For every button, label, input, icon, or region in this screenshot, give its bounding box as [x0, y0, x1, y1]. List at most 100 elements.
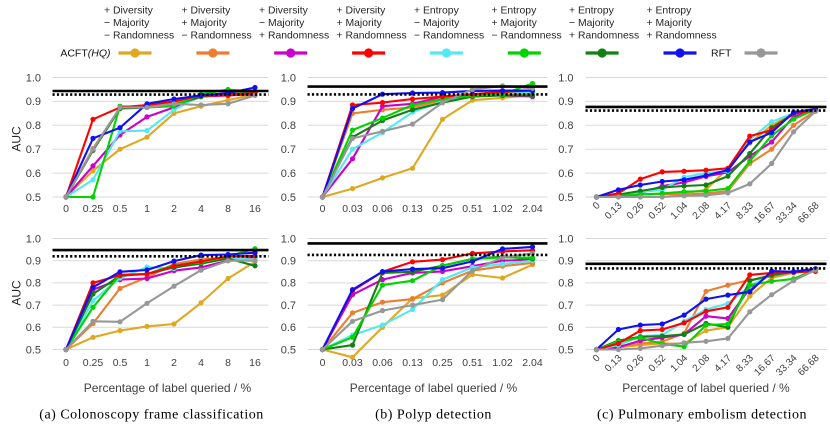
svg-text:− Randomness: − Randomness: [414, 31, 484, 42]
svg-text:0.9: 0.9: [281, 96, 296, 108]
svg-text:0.7: 0.7: [281, 144, 296, 156]
svg-text:− Majority: − Majority: [259, 18, 305, 29]
svg-text:+ Majority: + Majority: [182, 18, 228, 29]
svg-text:0.5: 0.5: [26, 344, 41, 356]
svg-text:0.7: 0.7: [558, 300, 573, 312]
svg-text:0.5: 0.5: [558, 192, 573, 204]
svg-text:1.02: 1.02: [492, 357, 513, 369]
svg-text:− Majority: − Majority: [104, 18, 150, 29]
svg-text:− Randomness: − Randomness: [492, 31, 562, 42]
svg-text:1: 1: [144, 203, 150, 215]
svg-text:8: 8: [225, 203, 231, 215]
svg-text:2.04: 2.04: [522, 357, 543, 369]
svg-text:0.25: 0.25: [432, 203, 453, 215]
svg-text:− Randomness: − Randomness: [104, 31, 174, 42]
svg-text:1.0: 1.0: [26, 72, 41, 84]
svg-text:ACFT(HQ): ACFT(HQ): [60, 48, 110, 60]
svg-text:0.9: 0.9: [281, 256, 296, 268]
svg-text:0.7: 0.7: [26, 144, 41, 156]
svg-text:+ Diversity: + Diversity: [259, 6, 309, 17]
svg-text:1.0: 1.0: [558, 233, 573, 245]
svg-text:0.5: 0.5: [26, 192, 41, 204]
svg-text:0: 0: [320, 203, 326, 215]
svg-text:− Randomness: − Randomness: [182, 31, 252, 42]
svg-text:RFT: RFT: [711, 48, 732, 60]
svg-text:0.9: 0.9: [558, 96, 573, 108]
svg-text:0.25: 0.25: [83, 203, 104, 215]
svg-text:0.7: 0.7: [558, 144, 573, 156]
svg-text:2: 2: [171, 357, 177, 369]
svg-text:+ Diversity: + Diversity: [337, 6, 387, 17]
svg-text:0.8: 0.8: [558, 278, 573, 290]
svg-text:0.8: 0.8: [26, 278, 41, 290]
svg-text:0.25: 0.25: [83, 357, 104, 369]
svg-text:1.0: 1.0: [558, 72, 573, 84]
svg-text:0.03: 0.03: [342, 357, 363, 369]
svg-text:+ Randomness: + Randomness: [259, 31, 329, 42]
svg-text:1.02: 1.02: [492, 203, 513, 215]
svg-text:+ Diversity: + Diversity: [104, 6, 154, 17]
svg-text:0.9: 0.9: [558, 256, 573, 268]
svg-text:(c) Pulmonary embolism detecti: (c) Pulmonary embolism detection: [597, 408, 807, 423]
svg-text:+ Majority: + Majority: [337, 18, 383, 29]
svg-text:0.5: 0.5: [113, 203, 128, 215]
svg-text:2.04: 2.04: [522, 203, 543, 215]
svg-text:0.6: 0.6: [26, 168, 41, 180]
svg-text:0.9: 0.9: [26, 256, 41, 268]
svg-text:0.5: 0.5: [558, 344, 573, 356]
svg-text:0.8: 0.8: [558, 120, 573, 132]
svg-text:0.7: 0.7: [281, 300, 296, 312]
svg-text:1.0: 1.0: [281, 72, 296, 84]
svg-text:+ Entropy: + Entropy: [647, 6, 693, 17]
svg-text:+ Randomness: + Randomness: [569, 31, 639, 42]
svg-text:0: 0: [63, 357, 69, 369]
svg-text:0.51: 0.51: [462, 357, 483, 369]
svg-text:+ Randomness: + Randomness: [337, 31, 407, 42]
svg-text:− Majority: − Majority: [414, 18, 460, 29]
svg-text:16: 16: [249, 203, 261, 215]
svg-text:+ Majority: + Majority: [492, 18, 538, 29]
svg-text:0.13: 0.13: [402, 203, 423, 215]
svg-text:0.8: 0.8: [281, 120, 296, 132]
svg-text:(b) Polyp detection: (b) Polyp detection: [375, 408, 492, 423]
svg-text:0.5: 0.5: [113, 357, 128, 369]
svg-text:2: 2: [171, 203, 177, 215]
svg-text:+ Entropy: + Entropy: [414, 6, 460, 17]
svg-text:8: 8: [225, 357, 231, 369]
svg-text:AUC: AUC: [10, 126, 24, 152]
svg-text:Percentage of label queried /: Percentage of label queried / %: [84, 381, 252, 395]
svg-text:0.5: 0.5: [281, 192, 296, 204]
svg-text:0.25: 0.25: [432, 357, 453, 369]
svg-text:0.51: 0.51: [462, 203, 483, 215]
svg-text:0.8: 0.8: [281, 278, 296, 290]
svg-text:0.03: 0.03: [342, 203, 363, 215]
svg-text:+ Randomness: + Randomness: [647, 31, 717, 42]
svg-text:16: 16: [249, 357, 261, 369]
svg-text:1: 1: [144, 357, 150, 369]
svg-text:Percentage of label queried /: Percentage of label queried / %: [350, 381, 518, 395]
svg-text:0.06: 0.06: [372, 357, 393, 369]
svg-text:(a) Colonoscopy frame classifi: (a) Colonoscopy frame classification: [39, 408, 263, 423]
svg-text:0.9: 0.9: [26, 96, 41, 108]
svg-text:0.13: 0.13: [402, 357, 423, 369]
svg-text:1.0: 1.0: [281, 233, 296, 245]
svg-text:0.06: 0.06: [372, 203, 393, 215]
svg-text:− Majority: − Majority: [569, 18, 615, 29]
svg-text:0.7: 0.7: [26, 300, 41, 312]
svg-text:AUC: AUC: [10, 280, 24, 306]
svg-text:+ Entropy: + Entropy: [492, 6, 538, 17]
svg-text:0.6: 0.6: [26, 322, 41, 334]
svg-text:0.6: 0.6: [558, 322, 573, 334]
svg-text:0.8: 0.8: [26, 120, 41, 132]
svg-text:0.6: 0.6: [558, 168, 573, 180]
svg-text:0.5: 0.5: [281, 344, 296, 356]
svg-text:0: 0: [63, 203, 69, 215]
svg-text:0.6: 0.6: [281, 168, 296, 180]
svg-text:+ Diversity: + Diversity: [182, 6, 232, 17]
svg-text:1.0: 1.0: [26, 233, 41, 245]
svg-text:+ Majority: + Majority: [647, 18, 693, 29]
svg-text:Percentage of label queried /: Percentage of label queried / %: [622, 381, 790, 395]
svg-text:0.6: 0.6: [281, 322, 296, 334]
svg-text:4: 4: [198, 203, 204, 215]
svg-text:4: 4: [198, 357, 204, 369]
